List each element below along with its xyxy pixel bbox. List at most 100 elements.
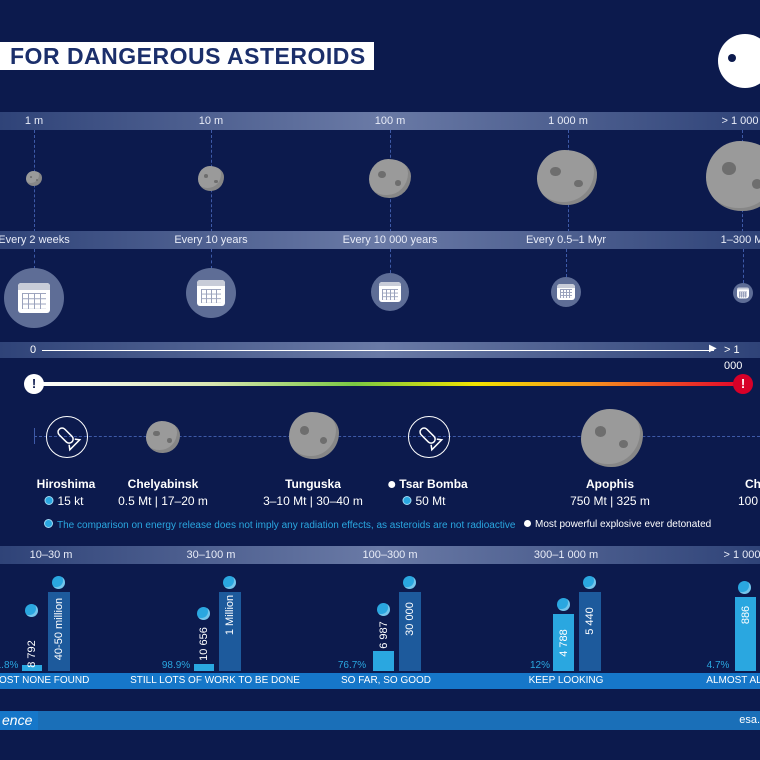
guide-line (566, 249, 567, 277)
size-label: 100 m (374, 115, 406, 127)
total-bar: 5 440 (579, 592, 601, 671)
total-bar: 30 000 (399, 592, 421, 671)
footer-bar (0, 711, 760, 730)
found-bar: 4 788 (553, 614, 574, 671)
danger-gradient-bar (34, 382, 746, 386)
found-bar-label: 10 656 (194, 622, 214, 664)
discovered-asteroid-icon (557, 598, 570, 611)
found-count: 4 788 (557, 629, 570, 657)
range-label: 100–300 m (362, 549, 418, 561)
example-value: 50 Mt (402, 494, 446, 508)
guide-line (211, 249, 212, 269)
radiation-note: The comparison on energy release does no… (44, 519, 515, 531)
calendar-icon (733, 283, 753, 303)
percent-found: 76.7% (337, 660, 367, 671)
size-band: 1 m 10 m 100 m 1 000 m > 1 000 (0, 112, 760, 130)
examples-tick (34, 428, 35, 444)
explosive-note-text: Most powerful explosive ever detonated (535, 519, 712, 530)
arrow-head-icon: ▶ (709, 343, 717, 354)
asteroid-large-icon (706, 141, 760, 211)
example-name: Tsar Bomba (388, 477, 468, 491)
example-value: 750 Mt | 325 m (570, 494, 650, 508)
estimated-asteroid-icon (403, 576, 416, 589)
explosive-note: Most powerful explosive ever detonated (524, 519, 711, 530)
found-bar-label: 6 987 (373, 619, 394, 651)
frequency-band: Every 2 weeks Every 10 years Every 10 00… (0, 231, 760, 249)
calendar-icon (371, 273, 409, 311)
guide-line (743, 249, 744, 283)
asteroid-100m-icon (369, 159, 411, 198)
explosive-note-dot-icon (388, 481, 396, 488)
low-danger-alert-icon: ! (24, 374, 44, 394)
found-count: 6 987 (377, 621, 390, 649)
total-count: 40-50 million (53, 597, 65, 661)
frequency-label: Every 10 000 years (342, 234, 438, 246)
asteroid-apophis-icon (581, 409, 643, 467)
discovered-asteroid-icon (738, 581, 751, 594)
example-name: Tunguska (285, 477, 341, 491)
status-label: SO FAR, SO GOOD (340, 675, 432, 686)
percent-found: 4.7% (706, 660, 730, 671)
frequency-label: Every 2 weeks (0, 234, 70, 246)
example-value: 15 kt (44, 494, 84, 508)
rocket-hiroshima-icon (46, 416, 88, 458)
guide-line (390, 249, 391, 273)
example-name: Chelyabinsk (127, 477, 199, 491)
calendar-icon (186, 268, 236, 318)
percent-found: 98.9% (161, 660, 191, 671)
status-label: STILL LOTS OF WORK TO BE DONE (130, 675, 300, 686)
total-count: 1 Million (224, 594, 236, 636)
range-label: > 1 000 (723, 549, 760, 561)
guide-line (34, 249, 35, 269)
range-label: 30–100 m (186, 549, 236, 561)
frequency-label: Every 10 years (174, 234, 248, 246)
total-bar: 1 Million (219, 592, 241, 671)
logo-dot (728, 54, 736, 62)
example-value-text: 50 Mt (415, 494, 446, 508)
estimated-asteroid-icon (52, 576, 65, 589)
estimated-asteroid-icon (223, 576, 236, 589)
asteroid-1m-icon (26, 171, 42, 186)
examples-guide-line (34, 436, 760, 437)
found-bar: 886 (735, 597, 756, 671)
found-bar (373, 651, 394, 671)
radiation-note-dot-icon (402, 496, 412, 505)
estimated-asteroid-icon (583, 576, 596, 589)
example-value-text: 15 kt (57, 494, 84, 508)
status-label: ALMOST AL (706, 675, 760, 686)
percent-found: 12% (529, 660, 551, 671)
status-label: MOST NONE FOUND (0, 675, 90, 686)
discovered-asteroid-icon (25, 604, 38, 617)
discovered-asteroid-icon (377, 603, 390, 616)
high-danger-alert-icon: ! (733, 374, 753, 394)
example-name: Chi (745, 477, 760, 491)
found-count: 10 656 (198, 627, 210, 661)
example-name: Apophis (586, 477, 634, 491)
asteroid-1000m-icon (537, 150, 597, 205)
found-count: 886 (739, 605, 752, 625)
radiation-note-dot-icon (44, 519, 53, 528)
frequency-label: Every 0.5–1 Myr (525, 234, 607, 246)
status-band: MOST NONE FOUND STILL LOTS OF WORK TO BE… (0, 673, 760, 689)
range-label: 10–30 m (29, 549, 73, 561)
energy-end-label: > 1 000 (724, 344, 743, 372)
esa-logo (718, 34, 760, 88)
energy-band: 0 ▶ > 1 000 (0, 342, 760, 372)
radiation-note-dot-icon (44, 496, 54, 505)
total-count: 30 000 (404, 602, 416, 636)
total-bar: 40-50 million (48, 592, 70, 671)
range-label: 300–1 000 m (533, 549, 599, 561)
energy-start-label: 0 (30, 344, 37, 356)
percent-found: 1.8% (0, 660, 19, 671)
found-count: 8 792 (26, 640, 38, 668)
energy-arrow-line (42, 350, 714, 351)
radiation-note-text: The comparison on energy release does no… (57, 520, 516, 531)
total-count: 5 440 (584, 607, 596, 635)
footer-right-link[interactable]: esa. (739, 714, 760, 726)
example-name-text: Tsar Bomba (399, 477, 468, 491)
status-label: KEEP LOOKING (528, 675, 604, 686)
found-bar (194, 664, 214, 671)
example-value: 100 (738, 494, 759, 508)
example-value: 0.5 Mt | 17–20 m (118, 494, 208, 508)
found-bar-label: 8 792 (22, 620, 42, 668)
